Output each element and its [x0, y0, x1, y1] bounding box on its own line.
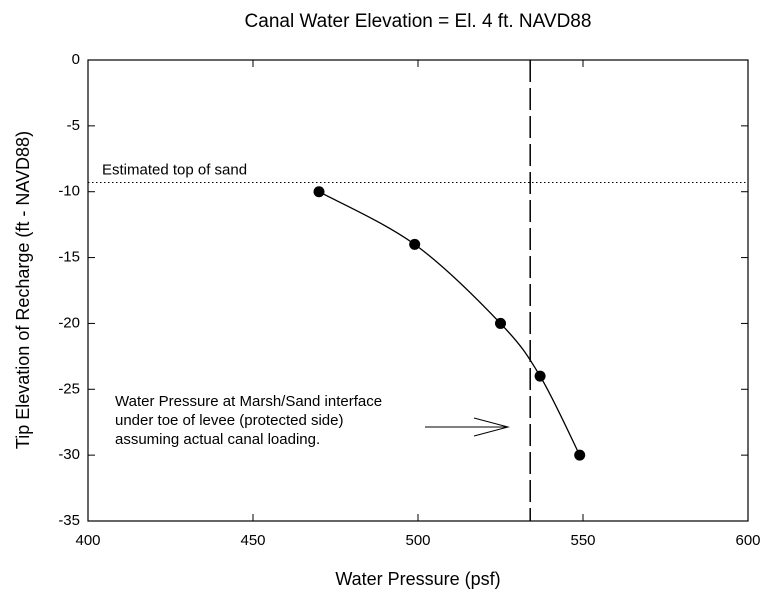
data-point: [313, 186, 325, 198]
y-tick-label: -5: [67, 117, 80, 134]
y-tick-label: -20: [58, 314, 80, 331]
x-tick-label: 550: [570, 532, 595, 549]
data-point: [495, 317, 506, 329]
x-tick-label: 400: [75, 532, 100, 549]
annotation: under toe of levee (protected side): [115, 412, 343, 429]
x-tick-label: 500: [405, 532, 430, 549]
data-point: [574, 449, 586, 461]
x-tick-label: 450: [240, 532, 265, 549]
chart-title: Canal Water Elevation = El. 4 ft. NAVD88: [245, 11, 592, 32]
y-tick-label: -15: [58, 249, 80, 266]
data-point: [409, 238, 421, 250]
annotation-arrow: [425, 417, 510, 437]
x-tick-label: 600: [735, 532, 760, 549]
y-axis-title: Tip Elevation of Recharge (ft - NAVD88): [13, 131, 33, 449]
plot-frame: [87, 59, 749, 522]
y-tick-label: -10: [58, 183, 80, 200]
x-axis-title: Water Pressure (psf): [335, 569, 500, 589]
y-tick-label: -35: [58, 512, 80, 529]
y-tick-label: -30: [58, 446, 80, 463]
annotation: Water Pressure at Marsh/Sand interface: [115, 393, 382, 410]
y-tick-label: 0: [72, 51, 80, 68]
y-tick-label: -25: [58, 380, 80, 397]
series-line: [318, 191, 581, 456]
annotation: assuming actual canal loading.: [115, 431, 320, 448]
data-point: [534, 370, 546, 382]
reference-label: Estimated top of sand: [102, 161, 247, 178]
